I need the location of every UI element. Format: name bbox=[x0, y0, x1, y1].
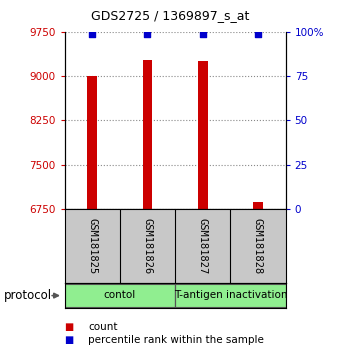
Bar bbox=[65, 285, 175, 307]
Text: ■: ■ bbox=[65, 322, 74, 332]
Bar bbox=[198, 61, 208, 209]
Point bbox=[200, 31, 205, 36]
Text: percentile rank within the sample: percentile rank within the sample bbox=[88, 335, 264, 345]
Point bbox=[255, 31, 261, 36]
Text: ■: ■ bbox=[65, 335, 74, 345]
Text: GSM181828: GSM181828 bbox=[253, 218, 263, 274]
Text: count: count bbox=[88, 322, 118, 332]
Text: GSM181825: GSM181825 bbox=[87, 218, 97, 274]
Point bbox=[89, 31, 95, 36]
Text: contol: contol bbox=[104, 290, 136, 300]
Bar bbox=[87, 75, 97, 209]
Bar bbox=[253, 202, 263, 209]
Text: GSM181827: GSM181827 bbox=[198, 218, 208, 274]
Bar bbox=[175, 285, 286, 307]
Point bbox=[145, 31, 150, 36]
Text: GDS2725 / 1369897_s_at: GDS2725 / 1369897_s_at bbox=[91, 10, 249, 22]
Text: protocol: protocol bbox=[3, 289, 52, 302]
Text: T-antigen inactivation: T-antigen inactivation bbox=[174, 290, 287, 300]
Bar bbox=[142, 60, 152, 209]
Text: GSM181826: GSM181826 bbox=[142, 218, 152, 274]
